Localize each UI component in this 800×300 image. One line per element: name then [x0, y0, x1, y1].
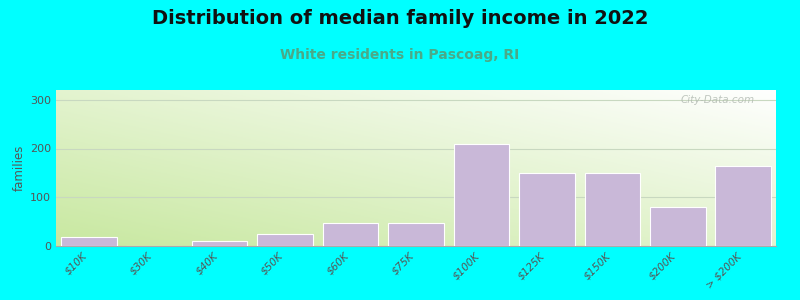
Text: White residents in Pascoag, RI: White residents in Pascoag, RI	[280, 48, 520, 62]
Bar	[585, 173, 640, 246]
Bar	[715, 166, 771, 246]
Bar	[192, 241, 247, 246]
Bar	[650, 207, 706, 246]
Bar	[388, 223, 444, 246]
Bar	[258, 234, 313, 246]
Y-axis label: families: families	[13, 145, 26, 191]
Bar	[322, 223, 378, 246]
Bar	[61, 237, 117, 246]
Bar	[454, 144, 510, 246]
Text: City-Data.com: City-Data.com	[680, 95, 754, 105]
Bar	[519, 173, 574, 246]
Text: Distribution of median family income in 2022: Distribution of median family income in …	[152, 9, 648, 28]
